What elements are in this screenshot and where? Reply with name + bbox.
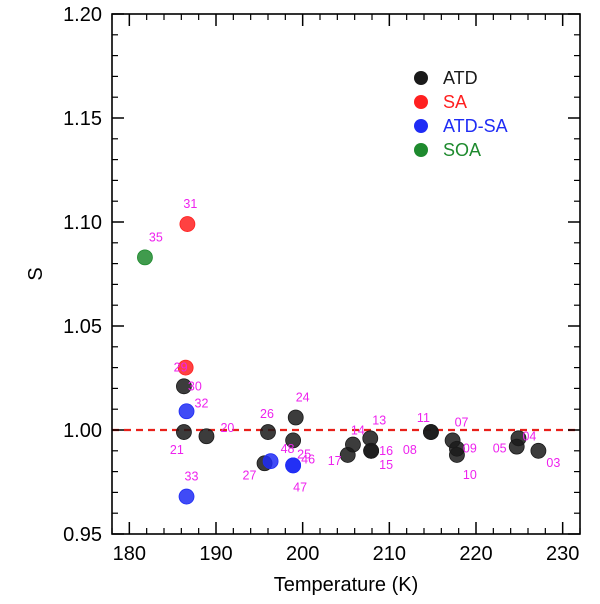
point-label: 11 xyxy=(417,411,430,425)
point-sa xyxy=(177,359,194,376)
legend-label: ATD xyxy=(443,68,478,88)
point-label: 14 xyxy=(351,424,365,438)
legend-label: SOA xyxy=(443,140,481,160)
point-atd xyxy=(510,430,527,447)
point-label: 48 xyxy=(281,442,295,456)
point-label: 29 xyxy=(174,361,188,375)
point-label: 07 xyxy=(455,415,469,429)
point-atd-sa xyxy=(285,457,302,474)
point-atd xyxy=(345,436,361,453)
point-label: 04 xyxy=(522,429,536,443)
point-label: 47 xyxy=(293,480,307,494)
x-tick-label: 210 xyxy=(373,543,406,565)
point-label: 09 xyxy=(463,442,477,456)
point-label: 32 xyxy=(195,396,209,410)
legend: ATD SA ATD-SA SOA xyxy=(414,68,508,160)
point-label: 46 xyxy=(301,452,315,466)
point-label: 16 xyxy=(379,444,393,458)
legend-label: SA xyxy=(443,92,467,112)
point-label: 05 xyxy=(493,442,507,456)
legend-marker xyxy=(414,95,428,109)
point-atd-sa xyxy=(262,453,279,470)
legend-marker xyxy=(414,143,428,157)
y-tick-label: 1.15 xyxy=(63,108,102,130)
point-atd xyxy=(176,378,192,395)
point-label: 03 xyxy=(546,456,560,470)
point-atd xyxy=(198,428,215,445)
y-axis-title: S xyxy=(25,267,47,280)
y-tick-label: 1.05 xyxy=(63,316,102,338)
legend-marker xyxy=(414,71,428,85)
point-atd xyxy=(363,442,380,459)
point-label: 33 xyxy=(185,470,199,484)
point-label: 21 xyxy=(170,443,184,457)
point-label: 35 xyxy=(149,230,163,244)
x-tick-label: 190 xyxy=(199,543,232,565)
point-atd-sa xyxy=(178,488,195,505)
point-label: 31 xyxy=(183,197,197,211)
x-tick-label: 200 xyxy=(286,543,319,565)
point-label: 15 xyxy=(379,458,393,472)
point-atd-sa xyxy=(178,403,195,420)
point-label: 10 xyxy=(463,468,477,482)
point-atd xyxy=(285,432,302,449)
point-soa xyxy=(137,249,153,266)
y-tick-label: 1.10 xyxy=(63,212,102,234)
point-label: 08 xyxy=(403,443,417,457)
axis-ticks xyxy=(111,13,581,535)
point-label: 13 xyxy=(372,413,386,427)
y-tick-label: 1.00 xyxy=(63,420,102,442)
data-points xyxy=(137,216,547,505)
point-label: 24 xyxy=(296,391,310,405)
point-label: 17 xyxy=(328,454,342,468)
x-tick-label: 180 xyxy=(113,543,146,565)
point-label: 20 xyxy=(220,421,234,435)
point-atd xyxy=(287,409,304,426)
legend-marker xyxy=(414,119,428,133)
point-atd xyxy=(260,424,276,440)
point-atd xyxy=(449,447,465,463)
y-tick-label: 0.95 xyxy=(63,524,102,546)
point-label: 27 xyxy=(243,468,257,482)
point-label: 25 xyxy=(297,447,311,461)
x-tick-label: 220 xyxy=(459,543,492,565)
point-atd xyxy=(423,424,439,440)
point-label: 26 xyxy=(260,407,274,421)
y-tick-label: 1.20 xyxy=(63,4,102,26)
plot-frame xyxy=(111,13,581,535)
legend-label: ATD-SA xyxy=(443,116,508,136)
point-atd xyxy=(530,442,547,459)
axis-tick-labels: 180 190 200 210 220 230 0.95 1.00 1.05 1.10 1.15 1.… xyxy=(63,4,579,565)
point-atd xyxy=(176,424,192,440)
x-axis-title: Temperature (K) xyxy=(274,574,419,596)
point-label: 30 xyxy=(188,379,202,393)
x-tick-label: 230 xyxy=(546,543,579,565)
point-sa xyxy=(179,216,196,232)
